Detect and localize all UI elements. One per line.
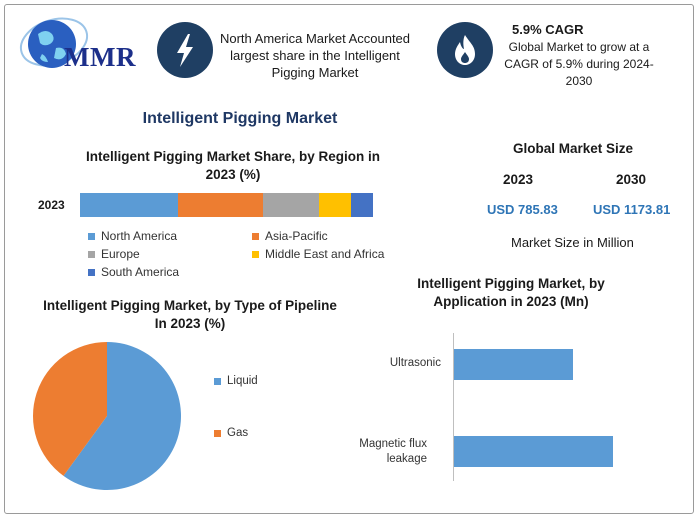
region-chart-title: Intelligent Pigging Market Share, by Reg… xyxy=(85,149,381,182)
legend-south-america: South America xyxy=(88,265,179,279)
market-size-title: Global Market Size xyxy=(512,141,634,156)
app-bar-mfl xyxy=(454,436,613,467)
cagr-title: 5.9% CAGR xyxy=(512,22,584,37)
page-title: Intelligent Pigging Market xyxy=(142,110,338,127)
cagr-text: Global Market to grow at a CAGR of 5.9% … xyxy=(504,40,654,88)
flame-icon xyxy=(437,22,493,78)
region-bar-segment-south-america xyxy=(350,193,373,217)
legend-label: Middle East and Africa xyxy=(265,247,385,261)
legend-swatch xyxy=(252,232,259,240)
region-stacked-bar xyxy=(80,193,373,217)
legend-label: North America xyxy=(101,229,178,243)
market-size-value-start: USD 785.83 xyxy=(487,202,558,217)
infographic-frame xyxy=(4,4,694,514)
highlight-text: North America Market Accounted largest s… xyxy=(219,31,411,80)
app-category-ultrasonic: Ultrasonic xyxy=(389,357,441,369)
legend-mea: Middle East and Africa xyxy=(252,247,384,261)
region-year-label: 2023 xyxy=(38,198,65,212)
legend-label: Europe xyxy=(101,247,140,261)
logo-text: MMR xyxy=(64,42,136,72)
market-size-year-end: 2030 xyxy=(616,172,647,187)
pie-legend-liquid: Liquid xyxy=(214,375,258,387)
legend-north-america: North America xyxy=(88,229,177,243)
market-size-note: Market Size in Million xyxy=(511,235,634,250)
lightning-icon xyxy=(157,22,213,78)
legend-swatch xyxy=(88,268,95,276)
region-bar-segment-middle-east-and-africa xyxy=(318,193,351,217)
application-axis xyxy=(453,333,454,481)
pie-slice-liquid xyxy=(63,342,181,490)
legend-swatch xyxy=(88,232,95,240)
market-size-value-end: USD 1173.81 xyxy=(593,202,671,217)
region-bar-segment-north-america xyxy=(80,193,179,217)
market-size-year-start: 2023 xyxy=(503,172,534,187)
legend-swatch xyxy=(88,250,95,258)
mmr-logo: MMR xyxy=(12,10,152,80)
legend-swatch xyxy=(252,250,259,258)
pie-legend-gas: Gas xyxy=(214,427,248,439)
legend-swatch xyxy=(214,377,221,385)
legend-label: Asia-Pacific xyxy=(265,229,328,243)
application-chart-title: Intelligent Pigging Market, by Applicati… xyxy=(417,276,605,309)
legend-label: Liquid xyxy=(227,375,258,387)
region-bar-segment-asia-pacific xyxy=(178,193,264,217)
pie-slice-gas xyxy=(32,342,107,476)
pipeline-pie-chart xyxy=(32,342,181,490)
pipeline-chart-title: Intelligent Pigging Market, by Type of P… xyxy=(43,298,337,331)
legend-europe: Europe xyxy=(88,247,140,261)
app-category-mfl: Magnetic flux leakage xyxy=(359,438,427,465)
legend-swatch xyxy=(214,429,221,437)
region-bar-segment-europe xyxy=(263,193,319,217)
globe-icon xyxy=(19,17,89,68)
legend-label: South America xyxy=(101,265,180,279)
legend-asia-pacific: Asia-Pacific xyxy=(252,229,328,243)
legend-label: Gas xyxy=(227,427,249,439)
app-bar-ultrasonic xyxy=(454,349,573,380)
